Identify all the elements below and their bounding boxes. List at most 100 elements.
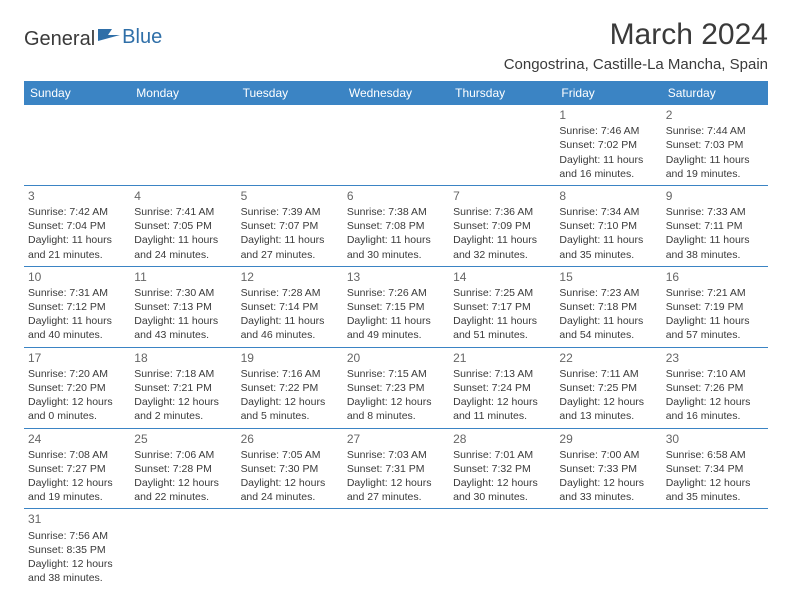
sunset-text: Sunset: 7:20 PM bbox=[28, 381, 126, 395]
daylight-text: Daylight: 12 hours and 13 minutes. bbox=[559, 395, 657, 423]
weekday-header: Saturday bbox=[662, 81, 768, 105]
calendar-empty-cell bbox=[343, 509, 449, 589]
daylight-text: Daylight: 12 hours and 2 minutes. bbox=[134, 395, 232, 423]
weekday-header: Friday bbox=[555, 81, 661, 105]
calendar-day-cell: 23Sunrise: 7:10 AMSunset: 7:26 PMDayligh… bbox=[662, 347, 768, 428]
calendar-day-cell: 8Sunrise: 7:34 AMSunset: 7:10 PMDaylight… bbox=[555, 185, 661, 266]
sunrise-text: Sunrise: 7:28 AM bbox=[241, 286, 339, 300]
sunset-text: Sunset: 7:11 PM bbox=[666, 219, 764, 233]
sunrise-text: Sunrise: 7:13 AM bbox=[453, 367, 551, 381]
sunrise-text: Sunrise: 7:41 AM bbox=[134, 205, 232, 219]
calendar-day-cell: 20Sunrise: 7:15 AMSunset: 7:23 PMDayligh… bbox=[343, 347, 449, 428]
daylight-text: Daylight: 12 hours and 30 minutes. bbox=[453, 476, 551, 504]
daylight-text: Daylight: 11 hours and 43 minutes. bbox=[134, 314, 232, 342]
sunrise-text: Sunrise: 7:16 AM bbox=[241, 367, 339, 381]
weekday-header: Monday bbox=[130, 81, 236, 105]
calendar-day-cell: 2Sunrise: 7:44 AMSunset: 7:03 PMDaylight… bbox=[662, 105, 768, 185]
month-title: March 2024 bbox=[504, 18, 768, 52]
sunrise-text: Sunrise: 7:00 AM bbox=[559, 448, 657, 462]
day-number: 12 bbox=[241, 269, 339, 285]
calendar-empty-cell bbox=[555, 509, 661, 589]
sunrise-text: Sunrise: 7:10 AM bbox=[666, 367, 764, 381]
daylight-text: Daylight: 11 hours and 21 minutes. bbox=[28, 233, 126, 261]
daylight-text: Daylight: 11 hours and 46 minutes. bbox=[241, 314, 339, 342]
sunrise-text: Sunrise: 7:33 AM bbox=[666, 205, 764, 219]
daylight-text: Daylight: 11 hours and 40 minutes. bbox=[28, 314, 126, 342]
daylight-text: Daylight: 11 hours and 38 minutes. bbox=[666, 233, 764, 261]
calendar-week-row: 24Sunrise: 7:08 AMSunset: 7:27 PMDayligh… bbox=[24, 428, 768, 509]
day-number: 10 bbox=[28, 269, 126, 285]
calendar-day-cell: 13Sunrise: 7:26 AMSunset: 7:15 PMDayligh… bbox=[343, 266, 449, 347]
sunset-text: Sunset: 7:28 PM bbox=[134, 462, 232, 476]
daylight-text: Daylight: 12 hours and 24 minutes. bbox=[241, 476, 339, 504]
day-number: 11 bbox=[134, 269, 232, 285]
calendar-day-cell: 30Sunrise: 6:58 AMSunset: 7:34 PMDayligh… bbox=[662, 428, 768, 509]
calendar-day-cell: 1Sunrise: 7:46 AMSunset: 7:02 PMDaylight… bbox=[555, 105, 661, 185]
location-text: Congostrina, Castille-La Mancha, Spain bbox=[504, 56, 768, 73]
logo-text-general: General bbox=[24, 28, 95, 51]
sunrise-text: Sunrise: 7:26 AM bbox=[347, 286, 445, 300]
calendar-day-cell: 28Sunrise: 7:01 AMSunset: 7:32 PMDayligh… bbox=[449, 428, 555, 509]
weekday-header: Wednesday bbox=[343, 81, 449, 105]
sunrise-text: Sunrise: 7:46 AM bbox=[559, 124, 657, 138]
daylight-text: Daylight: 12 hours and 38 minutes. bbox=[28, 557, 126, 585]
daylight-text: Daylight: 11 hours and 51 minutes. bbox=[453, 314, 551, 342]
day-number: 21 bbox=[453, 350, 551, 366]
day-number: 24 bbox=[28, 431, 126, 447]
daylight-text: Daylight: 12 hours and 16 minutes. bbox=[666, 395, 764, 423]
sunset-text: Sunset: 7:19 PM bbox=[666, 300, 764, 314]
calendar-day-cell: 6Sunrise: 7:38 AMSunset: 7:08 PMDaylight… bbox=[343, 185, 449, 266]
weekday-header: Sunday bbox=[24, 81, 130, 105]
sunrise-text: Sunrise: 7:34 AM bbox=[559, 205, 657, 219]
calendar-day-cell: 21Sunrise: 7:13 AMSunset: 7:24 PMDayligh… bbox=[449, 347, 555, 428]
daylight-text: Daylight: 12 hours and 0 minutes. bbox=[28, 395, 126, 423]
weekday-header: Thursday bbox=[449, 81, 555, 105]
sunset-text: Sunset: 7:31 PM bbox=[347, 462, 445, 476]
day-number: 1 bbox=[559, 107, 657, 123]
sunrise-text: Sunrise: 7:56 AM bbox=[28, 529, 126, 543]
day-number: 18 bbox=[134, 350, 232, 366]
header-right: March 2024 Congostrina, Castille-La Manc… bbox=[504, 18, 768, 73]
calendar-empty-cell bbox=[24, 105, 130, 185]
sunset-text: Sunset: 7:21 PM bbox=[134, 381, 232, 395]
daylight-text: Daylight: 12 hours and 22 minutes. bbox=[134, 476, 232, 504]
sunrise-text: Sunrise: 7:20 AM bbox=[28, 367, 126, 381]
logo-text-blue: Blue bbox=[122, 26, 162, 48]
calendar-day-cell: 25Sunrise: 7:06 AMSunset: 7:28 PMDayligh… bbox=[130, 428, 236, 509]
sunset-text: Sunset: 7:17 PM bbox=[453, 300, 551, 314]
calendar-week-row: 3Sunrise: 7:42 AMSunset: 7:04 PMDaylight… bbox=[24, 185, 768, 266]
calendar-empty-cell bbox=[237, 105, 343, 185]
daylight-text: Daylight: 11 hours and 54 minutes. bbox=[559, 314, 657, 342]
calendar-day-cell: 16Sunrise: 7:21 AMSunset: 7:19 PMDayligh… bbox=[662, 266, 768, 347]
day-number: 6 bbox=[347, 188, 445, 204]
day-number: 17 bbox=[28, 350, 126, 366]
sunset-text: Sunset: 7:18 PM bbox=[559, 300, 657, 314]
sunset-text: Sunset: 7:10 PM bbox=[559, 219, 657, 233]
sunrise-text: Sunrise: 7:39 AM bbox=[241, 205, 339, 219]
daylight-text: Daylight: 11 hours and 27 minutes. bbox=[241, 233, 339, 261]
day-number: 28 bbox=[453, 431, 551, 447]
calendar-day-cell: 29Sunrise: 7:00 AMSunset: 7:33 PMDayligh… bbox=[555, 428, 661, 509]
day-number: 30 bbox=[666, 431, 764, 447]
page-header: General Blue March 2024 Congostrina, Cas… bbox=[24, 18, 768, 73]
sunrise-text: Sunrise: 7:25 AM bbox=[453, 286, 551, 300]
sunrise-text: Sunrise: 7:30 AM bbox=[134, 286, 232, 300]
calendar-week-row: 10Sunrise: 7:31 AMSunset: 7:12 PMDayligh… bbox=[24, 266, 768, 347]
daylight-text: Daylight: 11 hours and 16 minutes. bbox=[559, 153, 657, 181]
day-number: 4 bbox=[134, 188, 232, 204]
day-number: 5 bbox=[241, 188, 339, 204]
sunrise-text: Sunrise: 7:08 AM bbox=[28, 448, 126, 462]
daylight-text: Daylight: 12 hours and 19 minutes. bbox=[28, 476, 126, 504]
sunrise-text: Sunrise: 7:11 AM bbox=[559, 367, 657, 381]
sunset-text: Sunset: 7:04 PM bbox=[28, 219, 126, 233]
calendar-day-cell: 31Sunrise: 7:56 AMSunset: 8:35 PMDayligh… bbox=[24, 509, 130, 589]
calendar-day-cell: 11Sunrise: 7:30 AMSunset: 7:13 PMDayligh… bbox=[130, 266, 236, 347]
daylight-text: Daylight: 11 hours and 35 minutes. bbox=[559, 233, 657, 261]
day-number: 20 bbox=[347, 350, 445, 366]
weekday-header: Tuesday bbox=[237, 81, 343, 105]
sunset-text: Sunset: 7:15 PM bbox=[347, 300, 445, 314]
calendar-body: 1Sunrise: 7:46 AMSunset: 7:02 PMDaylight… bbox=[24, 105, 768, 589]
sunset-text: Sunset: 7:12 PM bbox=[28, 300, 126, 314]
calendar-day-cell: 24Sunrise: 7:08 AMSunset: 7:27 PMDayligh… bbox=[24, 428, 130, 509]
calendar-day-cell: 15Sunrise: 7:23 AMSunset: 7:18 PMDayligh… bbox=[555, 266, 661, 347]
